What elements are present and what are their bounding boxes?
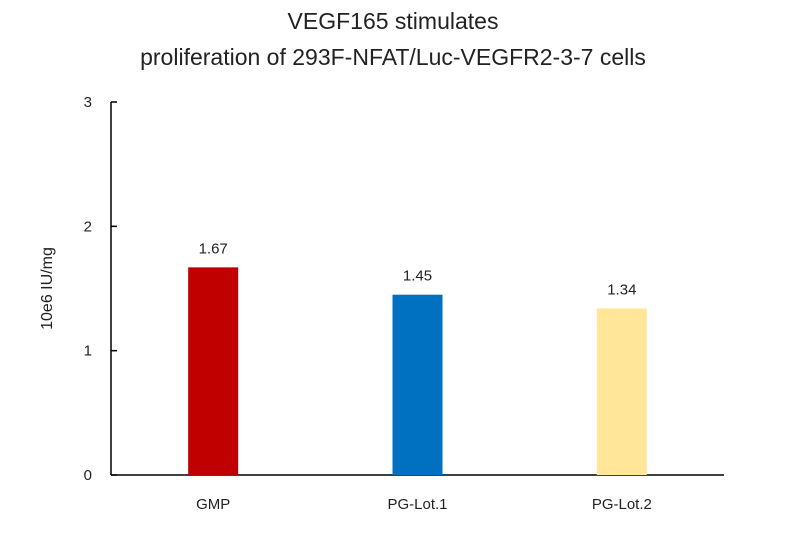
y-axis-label: 10e6 IU/mg bbox=[39, 247, 56, 330]
bar-gmp bbox=[188, 267, 239, 475]
x-tick-label: PG-Lot.1 bbox=[387, 496, 447, 513]
y-tick-label: 3 bbox=[84, 94, 92, 111]
y-tick-label: 0 bbox=[84, 467, 92, 484]
data-label: 1.34 bbox=[607, 281, 636, 298]
x-tick-label: PG-Lot.2 bbox=[592, 496, 652, 513]
y-tick-label: 1 bbox=[84, 343, 92, 360]
data-label: 1.45 bbox=[403, 268, 432, 285]
data-label: 1.67 bbox=[199, 240, 228, 257]
bars: 1.67 GMP 1.45 PG-Lot.1 1.34 PG-Lot.2 bbox=[188, 240, 652, 513]
bar-pg-lot-2 bbox=[596, 308, 647, 475]
y-ticks: 0 1 2 3 bbox=[84, 94, 117, 484]
bar-pg-lot-1 bbox=[392, 294, 443, 475]
chart-title-line2: proliferation of 293F-NFAT/Luc-VEGFR2-3-… bbox=[140, 44, 646, 70]
y-tick-label: 2 bbox=[84, 218, 92, 235]
chart-title-line1: VEGF165 stimulates bbox=[287, 8, 499, 34]
x-tick-label: GMP bbox=[196, 496, 230, 513]
